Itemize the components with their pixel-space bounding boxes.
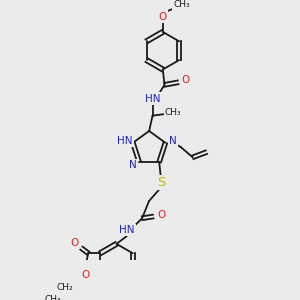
Text: HN: HN: [118, 136, 133, 146]
Text: CH₃: CH₃: [165, 108, 182, 117]
Text: O: O: [159, 11, 167, 22]
Text: CH₃: CH₃: [173, 0, 190, 9]
Text: CH₂: CH₂: [56, 283, 73, 292]
Text: O: O: [82, 271, 90, 281]
Text: N: N: [129, 160, 137, 170]
Text: CH₃: CH₃: [44, 295, 61, 300]
Text: HN: HN: [145, 94, 160, 103]
Text: O: O: [181, 75, 189, 85]
Text: S: S: [158, 176, 166, 189]
Text: HN: HN: [119, 225, 134, 235]
Text: O: O: [70, 238, 79, 248]
Text: O: O: [158, 210, 166, 220]
Text: N: N: [169, 136, 177, 146]
